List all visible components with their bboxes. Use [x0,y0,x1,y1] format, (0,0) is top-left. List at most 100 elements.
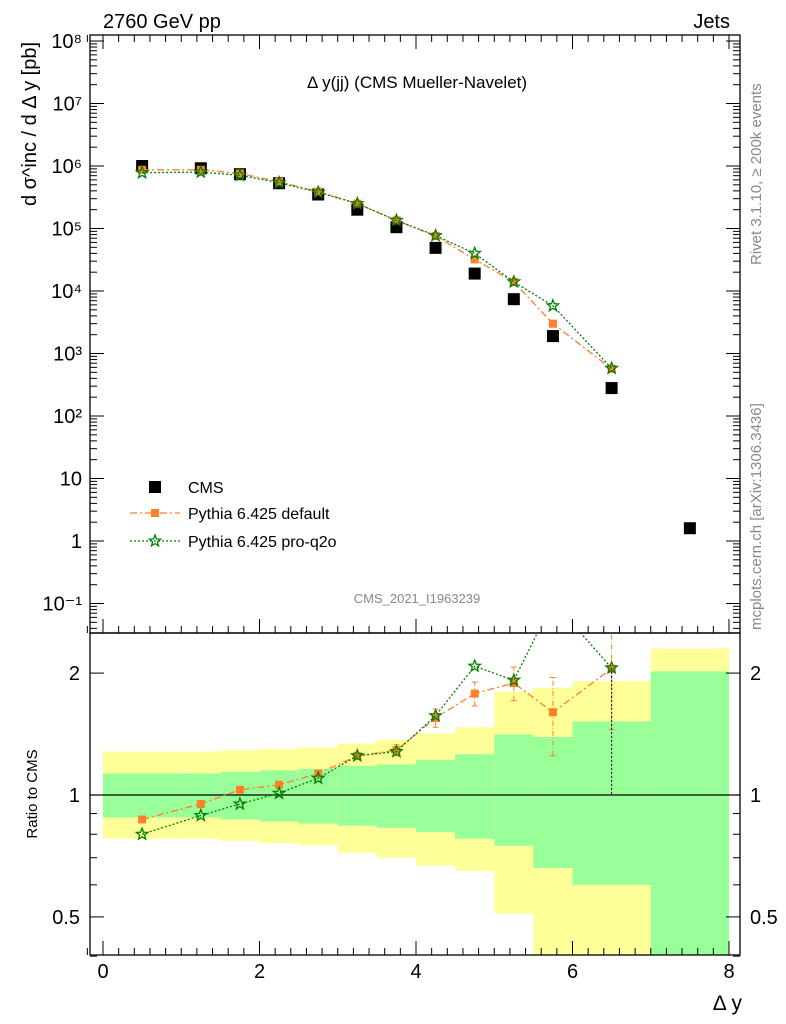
pythia-proq2o-point [193,164,209,179]
cms-point [429,241,442,254]
pythia-default-ratio-point [275,780,284,789]
ratio-frame [89,632,741,956]
cms-point [546,330,559,343]
ratio-y-axis-label: Ratio to CMS [24,749,41,838]
inner-band [416,760,456,833]
pythia-default-ratio-point [235,785,244,794]
pythia-default-point [548,319,557,328]
legend-proq2o-marker [147,533,163,548]
cms-point [468,267,481,280]
pythia-proq2o-point [310,184,326,199]
y-tick-label: 10⁻¹ [43,594,83,616]
pythia-default-point [314,187,323,196]
pythia-default-point [431,231,440,240]
y-tick-label: 10³ [53,344,82,366]
pythia-proq2o-ratio-point [506,672,522,687]
pythia-proq2o-ratio-point [193,807,209,822]
legend-label: Pythia 6.425 default [188,506,330,523]
rivet-version-label: Rivet 3.1.10, ≥ 200k events [748,83,765,265]
pythia-proq2o-ratio-point [232,796,248,811]
inner-band [494,734,534,846]
pythia-proq2o-ratio-point [604,660,620,675]
y-tick-label: 10⁴ [51,281,82,303]
pythia-default-ratio-point [392,746,401,755]
pythia-default-ratio-point [548,708,557,717]
ratio-tick-label: 1 [69,785,80,807]
inner-band [455,754,495,839]
y-tick-label: 10⁵ [51,219,82,241]
chart-title: Δ y(jj) (CMS Mueller-Navelet) [307,73,527,92]
pythia-proq2o-ratio-point [428,707,444,722]
pythia-proq2o-ratio-point [388,743,404,758]
y-tick-label: 10⁶ [52,156,82,178]
pythia-proq2o-point [506,274,522,289]
pythia-default-point [235,169,244,178]
cms-point [683,522,696,535]
x-tick-label: 8 [723,961,734,983]
mcplots-source-label: mcplots.cern.ch [arXiv:1306.3436] [748,403,765,630]
ratio-tick-label-right: 1 [750,785,761,807]
inner-band [376,764,416,828]
ratio-tick-label-right: 2 [750,663,761,685]
analysis-id: CMS_2021_I1963239 [354,591,481,606]
x-tick-label: 6 [567,961,578,983]
y-tick-label: 10⁷ [53,94,82,116]
legend-label: CMS [188,480,224,497]
pythia-proq2o-line [142,171,613,369]
y-axis-label: d σ^inc / d Δ y [pb] [19,42,41,206]
ratio-tick-label: 0.5 [52,907,80,929]
pythia-proq2o-point [388,212,404,227]
inner-band [650,671,729,955]
inner-band [533,737,573,869]
pythia-default-ratio-point [138,815,147,824]
pythia-default-line [142,169,612,370]
header-energy-label: 2760 GeV pp [103,11,221,33]
pythia-proq2o-point [545,297,561,313]
pythia-proq2o-ratio-point [349,747,365,763]
pythia-default-point [353,199,362,208]
pythia-proq2o-ratio-point [271,785,287,800]
pythia-proq2o-ratio-point [310,770,326,785]
ratio-panel: 0 2 4 6 8 0.5 0.5 1 1 2 2 Ratio to CMS [24,596,778,983]
pythia-proq2o-point [604,360,620,375]
pythia-proq2o-ratio-point [547,596,558,607]
pythia-proq2o-point [349,195,365,211]
pythia-default-point [509,277,518,286]
header-process-label: Jets [693,11,730,33]
pythia-default-ratio-point [470,689,479,698]
legend: CMS Pythia 6.425 default Pythia 6.425 pro-… [130,480,337,551]
legend-cms-marker [149,481,161,493]
y-tick-label: 10⁸ [51,31,82,53]
x-axis-label: Δ y [713,992,743,1015]
pythia-proq2o-ratio-line [141,633,613,835]
pythia-proq2o-point [232,167,248,182]
ratio-tick-label-right: 0.5 [750,907,778,929]
x-tick-label: 0 [97,961,108,983]
pythia-proq2o-point [428,227,444,242]
pythia-default-ratio-line [141,668,612,821]
pythia-default-point [470,255,479,264]
pythia-default-point [607,364,616,373]
cms-point [507,293,520,306]
x-tick-label: 4 [410,961,421,983]
pythia-proq2o-point [134,164,150,180]
y-tick-label: 10 [60,469,82,491]
legend-default-marker [151,509,159,517]
legend-label: Pythia 6.425 pro-q2o [188,534,337,551]
pythia-default-ratio-point [196,800,205,809]
ratio-tick-label: 2 [69,663,80,685]
inner-band [220,771,260,820]
pythia-proq2o-point [271,174,287,190]
y-tick-label: 1 [71,531,82,553]
pythia-proq2o-ratio-point [467,658,483,673]
pythia-default-point [196,165,205,174]
x-tick-label: 2 [254,961,265,983]
pythia-default-point [138,165,147,174]
y-tick-label: 10² [53,406,82,428]
cms-point [605,382,618,395]
pythia-proq2o-ratio-point [134,826,150,841]
pythia-default-point [275,177,284,186]
pythia-proq2o-point [467,245,483,260]
inner-band [337,765,377,826]
